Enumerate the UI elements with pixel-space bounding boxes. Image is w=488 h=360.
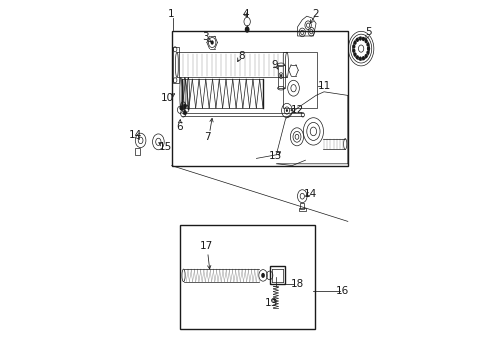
Text: 15: 15 bbox=[158, 142, 171, 152]
Circle shape bbox=[364, 54, 367, 58]
Bar bbox=[277, 65, 284, 88]
Circle shape bbox=[180, 106, 183, 110]
Circle shape bbox=[366, 50, 369, 55]
Bar bbox=[171, 31, 347, 166]
Text: 9: 9 bbox=[271, 60, 278, 70]
Bar bbox=[269, 266, 284, 284]
Circle shape bbox=[364, 39, 367, 43]
Circle shape bbox=[351, 49, 355, 53]
Bar bbox=[298, 208, 305, 211]
Text: 5: 5 bbox=[365, 27, 371, 37]
Circle shape bbox=[261, 273, 264, 278]
Circle shape bbox=[366, 42, 369, 47]
Text: 19: 19 bbox=[264, 298, 277, 308]
Circle shape bbox=[355, 55, 358, 59]
Text: 6: 6 bbox=[176, 122, 183, 132]
Circle shape bbox=[244, 26, 249, 33]
Circle shape bbox=[285, 109, 287, 112]
Text: 17: 17 bbox=[199, 241, 212, 251]
Text: 3: 3 bbox=[202, 32, 208, 42]
Circle shape bbox=[351, 44, 355, 49]
Circle shape bbox=[366, 46, 369, 51]
Text: 4: 4 bbox=[242, 9, 248, 19]
Text: 14: 14 bbox=[303, 189, 316, 199]
Circle shape bbox=[353, 52, 356, 57]
Text: 16: 16 bbox=[335, 286, 348, 296]
Text: 11: 11 bbox=[317, 81, 330, 91]
Bar bbox=[179, 225, 314, 329]
Circle shape bbox=[353, 41, 356, 45]
Text: 12: 12 bbox=[290, 105, 304, 115]
Circle shape bbox=[361, 56, 364, 60]
Bar bbox=[300, 203, 304, 209]
Text: 2: 2 bbox=[312, 9, 319, 19]
Circle shape bbox=[355, 38, 358, 42]
Text: 13: 13 bbox=[268, 151, 282, 161]
Circle shape bbox=[183, 111, 186, 115]
Bar bbox=[135, 148, 139, 155]
Circle shape bbox=[183, 104, 186, 108]
Text: 7: 7 bbox=[203, 132, 210, 142]
Text: 14: 14 bbox=[129, 130, 142, 140]
Text: 1: 1 bbox=[167, 9, 174, 19]
Circle shape bbox=[366, 46, 369, 51]
Circle shape bbox=[280, 75, 281, 77]
Circle shape bbox=[361, 37, 364, 41]
Circle shape bbox=[210, 40, 213, 45]
Bar bbox=[283, 52, 317, 108]
Text: 18: 18 bbox=[290, 279, 303, 289]
Text: 10: 10 bbox=[161, 93, 174, 103]
Circle shape bbox=[358, 57, 361, 61]
Bar bbox=[173, 47, 179, 83]
Circle shape bbox=[358, 36, 361, 41]
Text: 8: 8 bbox=[238, 51, 244, 61]
